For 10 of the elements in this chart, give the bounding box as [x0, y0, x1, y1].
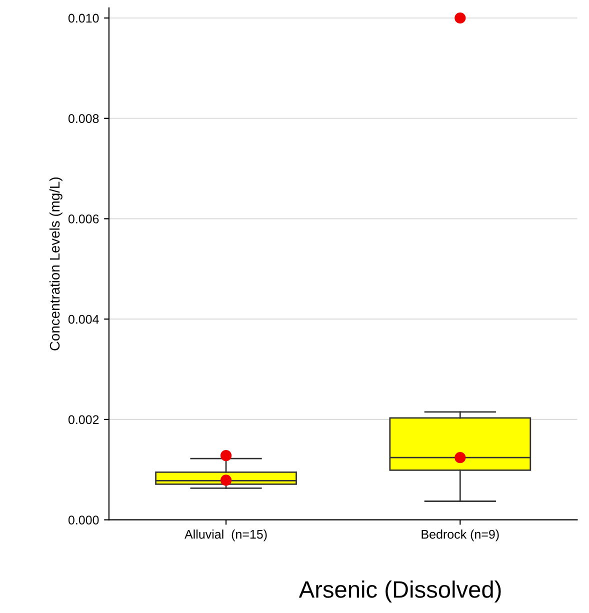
text: Arsenic (Dissolved) — [298, 580, 501, 603]
y-tick-label: 0.000 — [68, 516, 99, 524]
y-axis-title: Concentration Levels (mg/L) — [49, 178, 62, 350]
x-tick-label: Alluvial (n=15) — [184, 530, 267, 542]
y-tick-label: 0.010 — [68, 14, 99, 23]
x-tick-label: Bedrock (n=9) — [422, 530, 499, 542]
y-tick-label: 0.004 — [68, 314, 99, 324]
y-tick-label: 0.006 — [68, 214, 99, 224]
y-tick-label: 0.002 — [68, 415, 99, 424]
y-tick-label: 0.008 — [68, 114, 99, 124]
